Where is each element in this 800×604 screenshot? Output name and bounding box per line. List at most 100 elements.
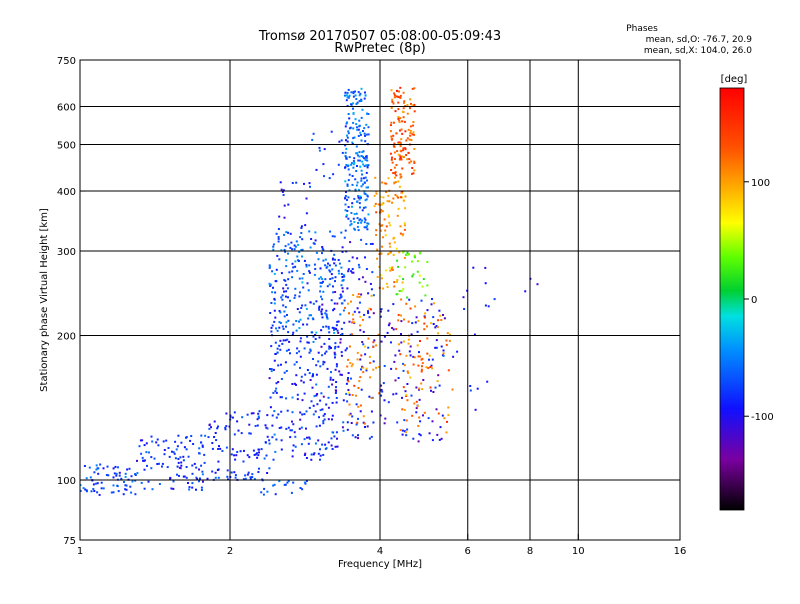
data-point xyxy=(302,286,305,289)
data-point xyxy=(178,466,181,469)
data-point xyxy=(380,394,383,397)
data-point xyxy=(348,173,351,176)
data-point xyxy=(273,320,276,323)
data-point xyxy=(283,483,286,486)
data-point xyxy=(334,392,337,394)
data-point xyxy=(102,487,105,490)
data-point xyxy=(380,224,383,227)
data-point xyxy=(270,345,273,348)
data-point xyxy=(360,293,363,296)
data-point xyxy=(301,488,304,491)
data-point xyxy=(151,488,154,491)
data-point xyxy=(357,229,360,232)
data-point xyxy=(376,275,379,278)
data-point xyxy=(291,276,294,279)
data-point xyxy=(397,207,400,210)
data-point xyxy=(289,232,292,235)
data-point xyxy=(369,243,372,245)
data-point xyxy=(372,360,375,363)
data-point xyxy=(256,418,259,421)
data-point xyxy=(320,345,323,348)
data-point xyxy=(367,164,370,167)
data-point xyxy=(185,436,188,439)
data-point xyxy=(334,264,337,267)
data-point xyxy=(268,264,271,267)
data-point xyxy=(337,331,340,334)
data-point xyxy=(332,291,335,294)
data-point xyxy=(401,429,404,432)
data-point xyxy=(356,217,359,220)
data-point xyxy=(405,419,408,422)
data-point xyxy=(322,420,325,423)
data-point xyxy=(85,477,88,480)
data-point xyxy=(285,283,288,286)
data-point xyxy=(419,340,421,342)
data-point xyxy=(176,473,178,476)
data-point xyxy=(201,444,204,447)
data-point xyxy=(167,447,170,449)
data-point xyxy=(172,487,175,490)
data-point xyxy=(393,181,396,184)
data-point xyxy=(158,483,161,485)
data-point xyxy=(345,392,348,395)
data-point xyxy=(208,427,211,430)
data-point xyxy=(361,341,364,343)
data-point xyxy=(398,154,401,157)
data-point xyxy=(335,386,337,389)
data-point xyxy=(398,119,401,122)
data-point xyxy=(150,467,153,470)
data-point xyxy=(266,435,269,438)
data-point xyxy=(273,410,276,413)
data-point xyxy=(359,315,362,318)
data-point xyxy=(345,122,348,125)
data-point xyxy=(298,250,301,253)
data-point xyxy=(327,406,330,409)
data-point xyxy=(280,249,283,252)
data-point xyxy=(353,161,356,164)
data-point xyxy=(388,242,391,245)
data-point xyxy=(357,135,360,137)
data-point xyxy=(214,471,217,474)
data-point xyxy=(225,446,228,449)
x-tick-label: 2 xyxy=(227,546,233,557)
data-point xyxy=(427,417,430,420)
data-point xyxy=(275,438,278,441)
y-axis-label: Stationary phase Virtual Height [km] xyxy=(39,208,50,392)
data-point xyxy=(198,480,200,483)
data-point xyxy=(355,98,358,100)
data-point xyxy=(403,222,406,225)
data-point xyxy=(341,287,344,290)
data-point xyxy=(326,316,328,319)
data-point xyxy=(305,410,308,413)
data-point xyxy=(270,302,273,304)
data-point xyxy=(401,110,404,113)
data-point xyxy=(360,87,363,90)
data-point xyxy=(474,408,477,411)
data-point xyxy=(394,110,397,113)
data-point xyxy=(418,274,421,277)
data-point xyxy=(281,396,283,399)
data-point xyxy=(221,450,224,452)
data-point xyxy=(295,383,297,386)
data-point xyxy=(410,394,413,397)
data-point xyxy=(327,262,329,265)
data-point xyxy=(409,98,412,101)
data-point xyxy=(396,421,399,424)
data-point xyxy=(359,131,362,134)
data-point xyxy=(327,396,330,399)
data-point xyxy=(306,341,309,344)
data-point xyxy=(403,364,406,367)
data-point xyxy=(395,392,398,395)
data-point xyxy=(285,370,288,372)
data-point xyxy=(282,339,285,342)
data-point xyxy=(358,380,361,383)
data-point xyxy=(397,196,400,199)
data-point xyxy=(354,118,357,121)
data-point xyxy=(300,232,303,234)
data-point xyxy=(304,304,307,307)
data-point xyxy=(257,415,260,418)
data-point xyxy=(172,480,175,483)
data-point xyxy=(408,158,411,161)
data-point xyxy=(414,256,416,259)
